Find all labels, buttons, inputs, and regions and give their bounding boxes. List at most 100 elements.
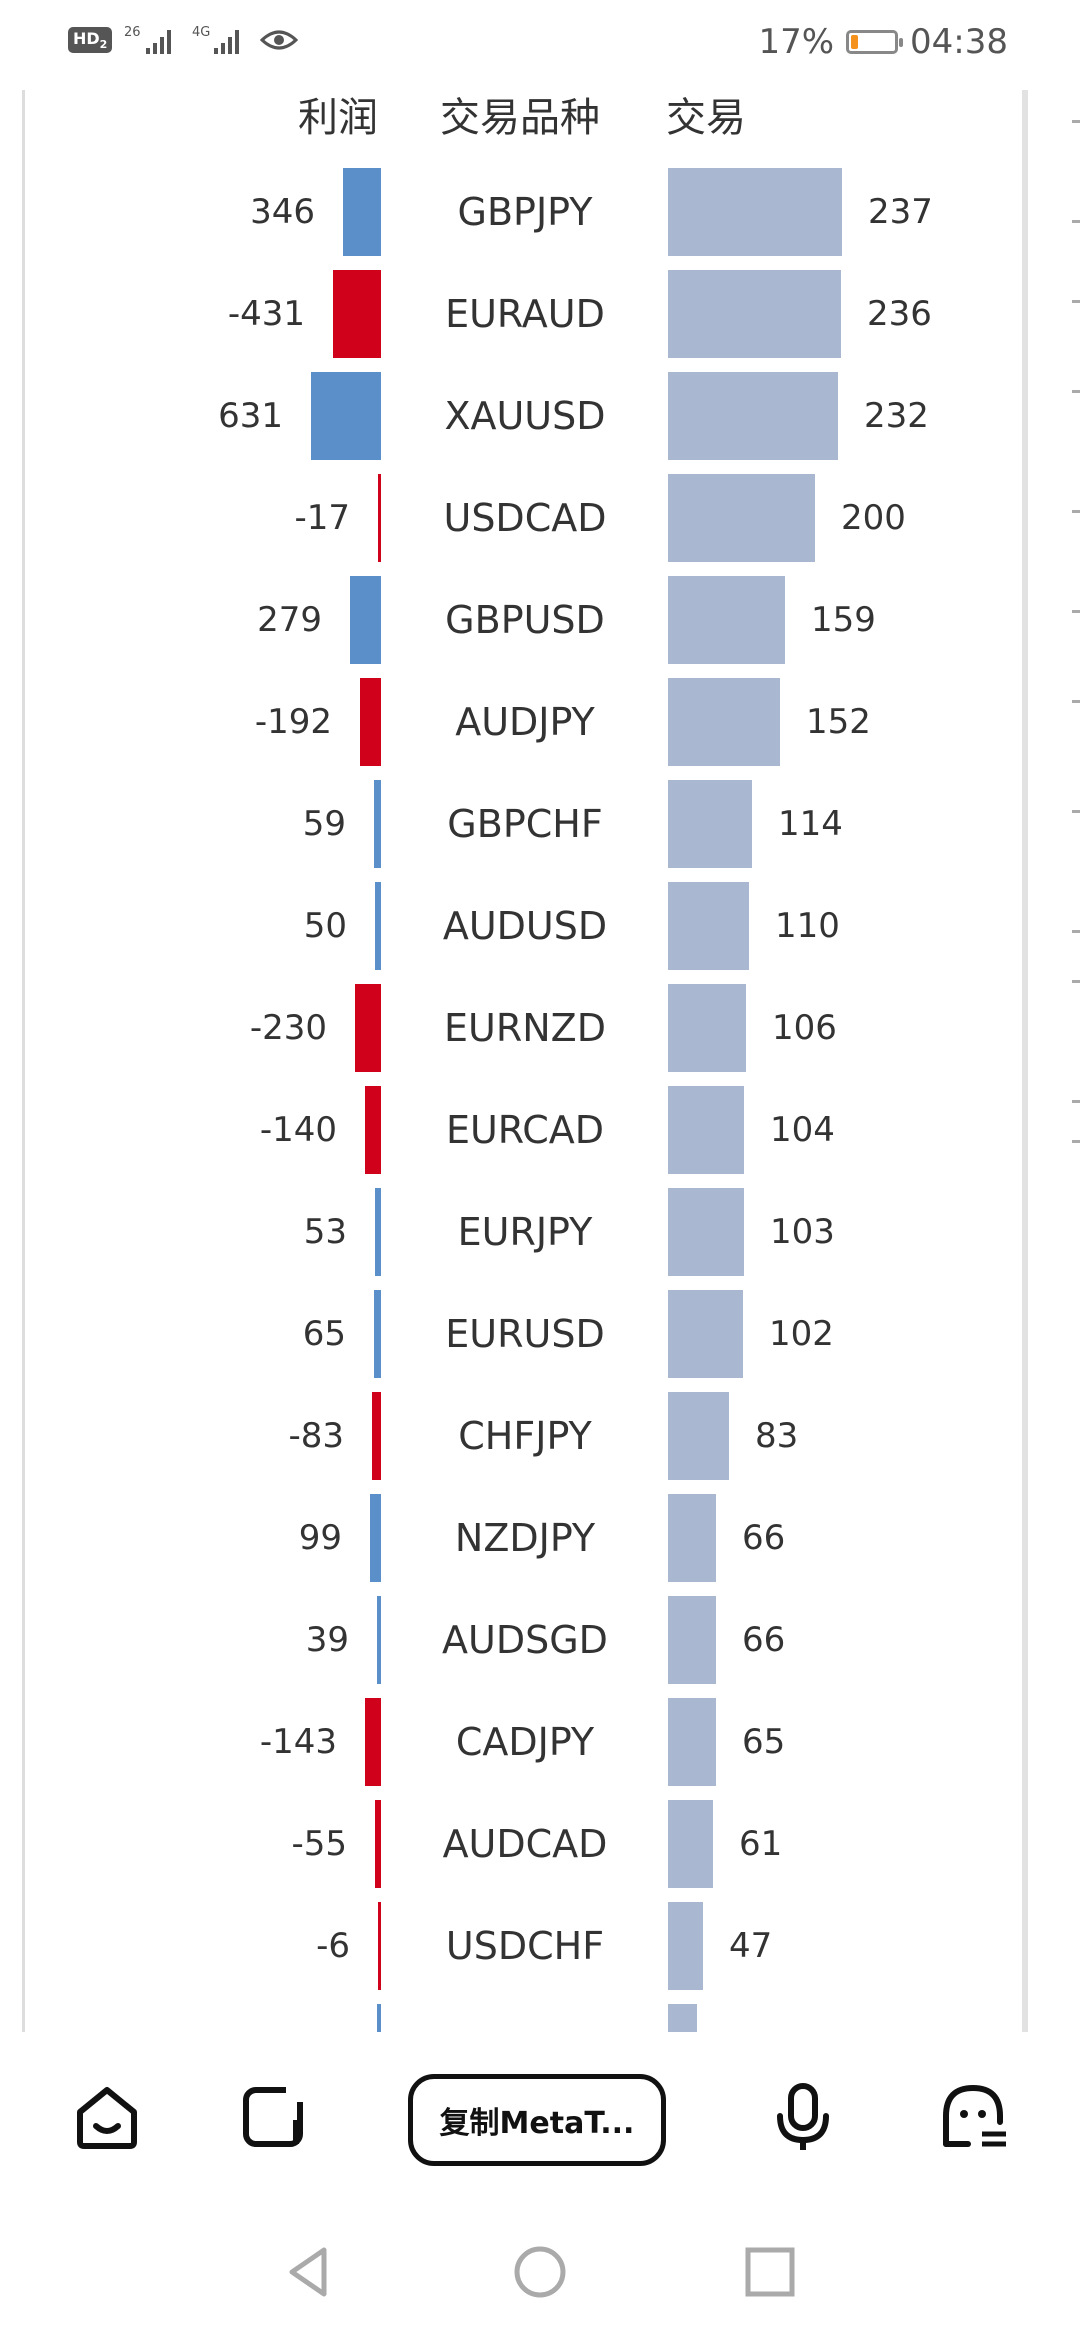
chart-panel[interactable]: 利润 交易品种 交易 346 GBPJPY 237 -431 EURAUD 236 631 X… <box>0 90 1080 2032</box>
header-profit: 利润 <box>298 95 378 141</box>
scrollbar-track[interactable] <box>1022 90 1028 2032</box>
profit-label: 65 <box>302 1314 346 1354</box>
profit-bar <box>355 984 381 1072</box>
profit-label: 346 <box>250 192 315 232</box>
edge-mark <box>1072 220 1080 223</box>
trade-bar <box>668 984 746 1072</box>
profit-bar <box>375 1188 381 1276</box>
chart-row[interactable]: 631 XAUUSD 232 <box>0 360 1080 462</box>
trade-bar <box>668 168 842 256</box>
profit-bar <box>377 2004 381 2032</box>
profit-bar <box>350 576 381 664</box>
edge-mark <box>1072 610 1080 613</box>
profit-label: -6 <box>316 1926 350 1966</box>
trade-label: 47 <box>729 1926 773 1966</box>
profit-label: 34 <box>0 2004 349 2032</box>
symbol-label: CADJPY <box>455 1720 595 1764</box>
chart-row[interactable]: -17 USDCAD 200 <box>0 462 1080 564</box>
symbol-label: EURGBP <box>410 2004 640 2032</box>
copy-pill-button[interactable]: 复制MetaT... <box>408 2074 666 2166</box>
trade-bar <box>668 1086 744 1174</box>
profit-label: -55 <box>291 1824 347 1864</box>
profit-bar <box>378 1902 381 1990</box>
profit-label: 50 <box>303 906 347 946</box>
signal-icon-1: 26 <box>124 25 172 54</box>
symbol-label: GBPJPY <box>457 190 593 234</box>
symbol-label: GBPCHF <box>447 802 603 846</box>
chart-row[interactable]: -230 EURNZD 106 <box>0 972 1080 1074</box>
chart-row[interactable]: -83 CHFJPY 83 <box>0 1380 1080 1482</box>
home-icon[interactable] <box>72 2082 142 2152</box>
chart-row[interactable]: 50 AUDUSD 110 <box>0 870 1080 972</box>
chart-row[interactable]: 279 GBPUSD 159 <box>0 564 1080 666</box>
profit-label: -192 <box>254 702 332 742</box>
recents-icon[interactable] <box>740 2242 800 2302</box>
status-left: HD2 26 4G <box>68 24 299 56</box>
profit-label: -140 <box>259 1110 337 1150</box>
trade-label: 106 <box>772 1008 837 1048</box>
symbol-label: GBPUSD <box>445 598 605 642</box>
profit-bar <box>365 1086 381 1174</box>
chart-row[interactable]: 53 EURJPY 103 <box>0 1176 1080 1278</box>
trade-label: 232 <box>864 396 929 436</box>
profit-label: 279 <box>257 600 322 640</box>
chart-row[interactable]: 34 EURGBP 40 <box>0 1992 1080 2032</box>
tabs-icon[interactable] <box>238 2082 308 2152</box>
profit-label: -83 <box>288 1416 344 1456</box>
edge-mark <box>1072 1140 1080 1143</box>
edge-mark <box>1072 980 1080 983</box>
trade-bar <box>668 1494 716 1582</box>
profit-label: -431 <box>227 294 305 334</box>
edge-mark <box>1072 1100 1080 1103</box>
profit-label: 99 <box>298 1518 342 1558</box>
trade-label: 66 <box>742 1620 786 1660</box>
profit-label: -143 <box>259 1722 337 1762</box>
chart-row[interactable]: 346 GBPJPY 237 <box>0 156 1080 258</box>
left-rail <box>22 90 25 2032</box>
chart-row[interactable]: -55 AUDCAD 61 <box>0 1788 1080 1890</box>
edge-mark <box>1072 700 1080 703</box>
system-nav <box>0 2212 1080 2340</box>
battery-fill <box>851 35 859 49</box>
trade-bar <box>668 1698 716 1786</box>
symbol-label: EURCAD <box>445 1108 605 1152</box>
chart-row[interactable]: -143 CADJPY 65 <box>0 1686 1080 1788</box>
symbol-label: NZDJPY <box>454 1516 596 1560</box>
status-bar: HD2 26 4G 17% 04:38 <box>0 0 1080 90</box>
trade-label: 237 <box>868 192 933 232</box>
symbol-label: CHFJPY <box>458 1414 592 1458</box>
chart-row[interactable]: -140 EURCAD 104 <box>0 1074 1080 1176</box>
edge-mark <box>1072 810 1080 813</box>
eye-icon <box>260 30 299 50</box>
microphone-icon[interactable] <box>768 2082 838 2152</box>
chart-row[interactable]: 39 AUDSGD 66 <box>0 1584 1080 1686</box>
net2-label: 4G <box>192 25 210 40</box>
trade-label: 66 <box>742 1518 786 1558</box>
symbol-label: EURJPY <box>457 1210 593 1254</box>
symbol-label: EURAUD <box>445 292 605 336</box>
symbol-label: AUDJPY <box>455 700 595 744</box>
bottom-nav: 复制MetaT... <box>0 2032 1080 2212</box>
chart-row[interactable]: -6 USDCHF 47 <box>0 1890 1080 1992</box>
back-icon[interactable] <box>280 2242 340 2302</box>
battery-icon <box>846 30 904 54</box>
chart-row[interactable]: -192 AUDJPY 152 <box>0 666 1080 768</box>
chart-row[interactable]: -431 EURAUD 236 <box>0 258 1080 360</box>
trade-bar <box>668 882 749 970</box>
assistant-icon[interactable] <box>938 2082 1008 2152</box>
trade-bar <box>668 780 752 868</box>
trade-bar <box>668 372 838 460</box>
profit-label: -230 <box>249 1008 327 1048</box>
chart-row[interactable]: 99 NZDJPY 66 <box>0 1482 1080 1584</box>
trade-label: 110 <box>775 906 840 946</box>
profit-bar <box>372 1392 381 1480</box>
profit-bar <box>360 678 381 766</box>
trade-bar <box>668 1596 716 1684</box>
profit-label: 53 <box>303 1212 347 1252</box>
chart-row[interactable]: 65 EURUSD 102 <box>0 1278 1080 1380</box>
profit-bar <box>343 168 381 256</box>
trade-label: 200 <box>841 498 906 538</box>
symbol-label: AUDCAD <box>442 1822 608 1866</box>
chart-row[interactable]: 59 GBPCHF 114 <box>0 768 1080 870</box>
home-circle-icon[interactable] <box>510 2242 570 2302</box>
